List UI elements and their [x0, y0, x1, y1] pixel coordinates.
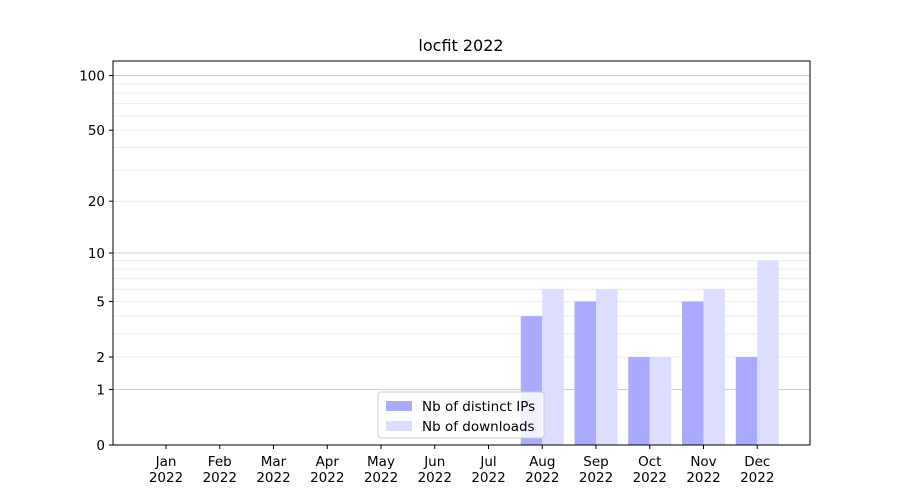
x-tick-label-month: Sep — [583, 454, 608, 470]
x-tick-label-year: 2022 — [525, 470, 559, 486]
x-tick-label-month: Jan — [155, 454, 177, 470]
x-tick-label-month: Oct — [638, 454, 661, 470]
x-tick-label-month: Nov — [690, 454, 716, 470]
x-tick-label-year: 2022 — [418, 470, 452, 486]
bar — [649, 357, 672, 445]
x-tick-label-year: 2022 — [579, 470, 613, 486]
x-tick-label-year: 2022 — [203, 470, 237, 486]
x-tick-label-month: Feb — [208, 454, 232, 470]
y-tick-label: 1 — [96, 382, 105, 398]
legend-swatch — [386, 421, 412, 431]
bar — [596, 289, 618, 445]
x-tick-label-year: 2022 — [149, 470, 183, 486]
x-tick-label-year: 2022 — [740, 470, 774, 486]
y-tick-label: 2 — [96, 350, 105, 366]
y-tick-label: 5 — [96, 295, 105, 311]
legend-label: Nb of downloads — [422, 419, 535, 435]
bar — [682, 301, 704, 445]
x-tick-label-month: Aug — [529, 454, 555, 470]
x-tick-label-month: Dec — [744, 454, 770, 470]
axes: 0125102050100Jan2022Feb2022Mar2022Apr202… — [79, 60, 811, 486]
legend-label: Nb of distinct IPs — [422, 399, 535, 415]
bar — [574, 301, 596, 445]
y-tick-label: 50 — [88, 123, 105, 139]
bars — [520, 260, 779, 445]
y-tick-label: 20 — [88, 194, 105, 210]
bar — [703, 289, 725, 445]
x-tick-label-month: Mar — [261, 454, 287, 470]
x-tick-label-year: 2022 — [471, 470, 505, 486]
legend-swatch — [386, 401, 412, 411]
legend: Nb of distinct IPs Nb of downloads — [377, 391, 545, 439]
bar — [628, 357, 650, 445]
x-tick-label-year: 2022 — [686, 470, 720, 486]
grid-lines — [113, 74, 810, 390]
x-tick-label-year: 2022 — [364, 470, 398, 486]
x-tick-label-year: 2022 — [310, 470, 344, 486]
y-tick-label: 0 — [96, 438, 105, 454]
y-tick-label: 10 — [88, 246, 105, 262]
bar — [757, 260, 779, 445]
x-tick-label-month: Jul — [479, 454, 496, 470]
x-tick-label-month: Jun — [423, 454, 445, 470]
y-tick-label: 100 — [79, 68, 105, 84]
chart-title: locfit 2022 — [418, 36, 503, 55]
legend-box — [377, 391, 545, 439]
bar — [542, 289, 564, 445]
x-tick-label-year: 2022 — [633, 470, 667, 486]
x-tick-label-year: 2022 — [256, 470, 290, 486]
x-tick-label-month: May — [367, 454, 395, 470]
x-tick-label-month: Apr — [316, 454, 340, 470]
bar — [735, 357, 758, 445]
